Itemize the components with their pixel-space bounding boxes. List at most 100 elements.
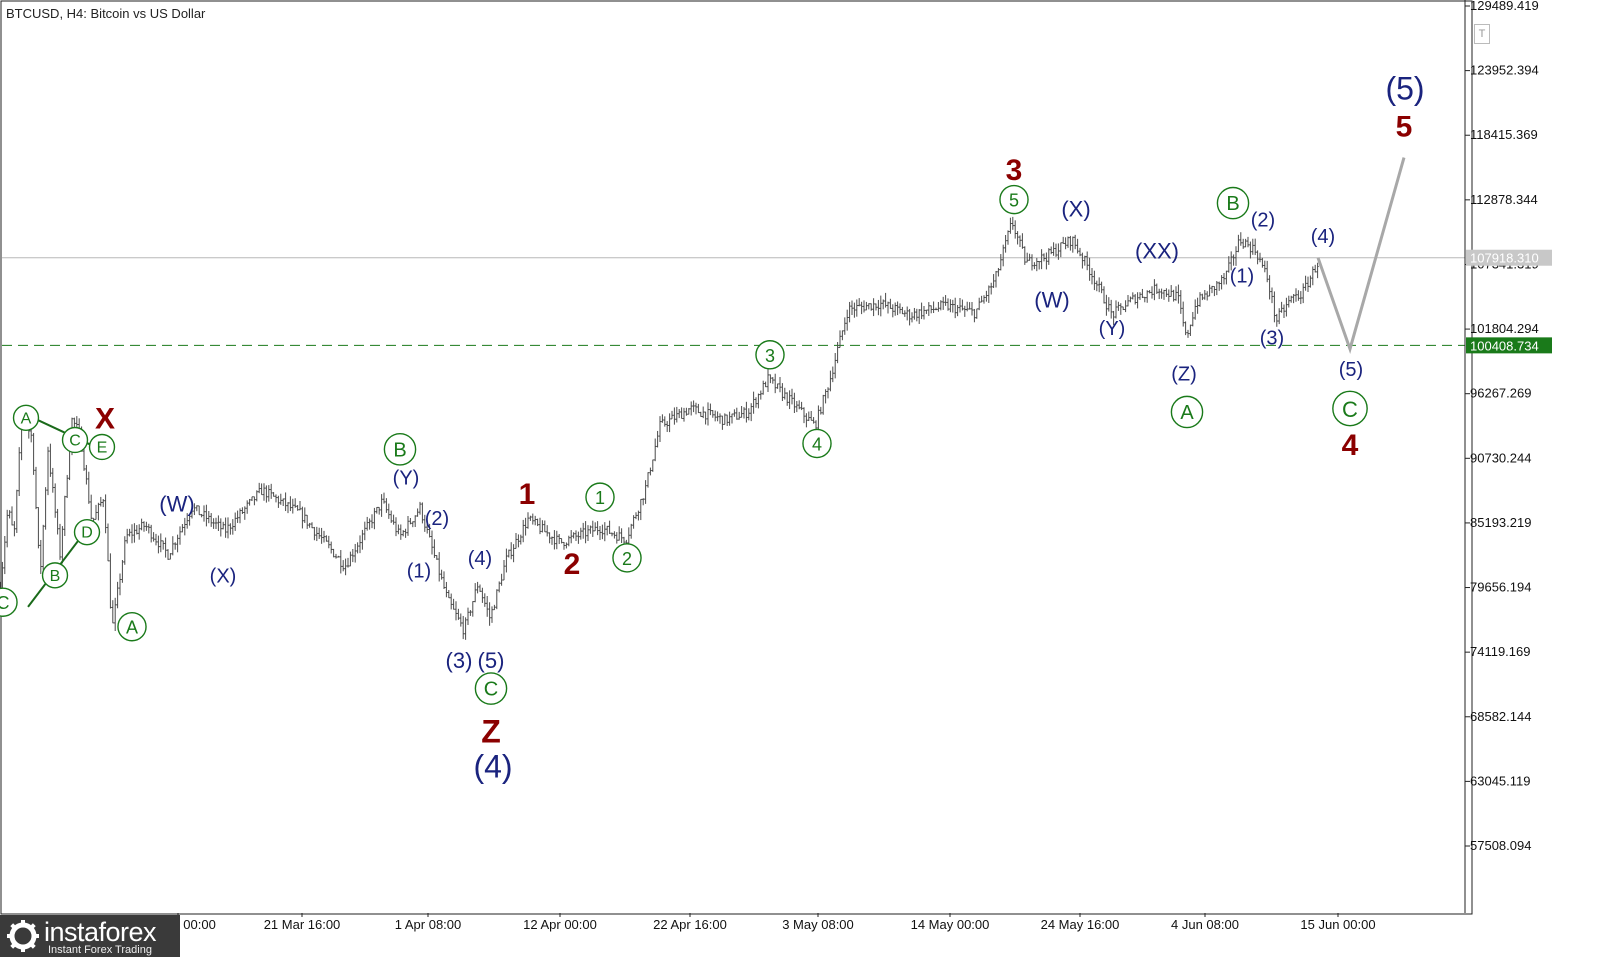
projection-path <box>1316 157 1406 354</box>
wave-label: (5) <box>1385 71 1424 107</box>
wave-label: (2) <box>1251 209 1275 231</box>
brand-name: instaforex <box>44 917 157 947</box>
chart-title: BTCUSD, H4: Bitcoin vs US Dollar <box>6 6 206 21</box>
wave-label: 2 <box>564 548 581 581</box>
price-bars <box>0 216 1319 640</box>
wave-label: (3) <box>1260 327 1284 349</box>
level-line-group <box>2 257 1465 346</box>
wave-label: (X) <box>210 565 237 587</box>
y-tick-label: 85193.219 <box>1470 515 1531 530</box>
wave-label: B <box>393 439 406 461</box>
x-tick-label: 14 May 00:00 <box>911 917 990 932</box>
level-price-label: 100408.734 <box>1470 338 1539 353</box>
projection-line <box>1316 157 1406 354</box>
wave-label: (4) <box>1311 226 1335 248</box>
wave-label: 1 <box>519 478 536 511</box>
wave-label: D <box>81 525 93 542</box>
wave-label-circle <box>585 482 615 512</box>
wave-label: 5 <box>1396 111 1413 144</box>
x-tick-label: 24 May 16:00 <box>1041 917 1120 932</box>
wave-label: (4) <box>473 749 512 785</box>
wave-label: X <box>95 402 115 435</box>
wave-label-circle <box>999 184 1029 215</box>
wave-label-circle <box>1216 186 1250 220</box>
brand-tagline: Instant Forex Trading <box>48 944 152 956</box>
x-tick-label: 1 Apr 08:00 <box>395 917 462 932</box>
wave-label-circle <box>383 433 417 466</box>
wave-label: (5) <box>478 648 505 673</box>
wave-label: (1) <box>1230 265 1254 287</box>
wave-label-circle <box>612 543 642 573</box>
wave-label: (1) <box>407 561 431 583</box>
y-tick-label: 129489.419 <box>1470 0 1539 13</box>
wave-label: C <box>1342 397 1358 422</box>
wave-label-circle <box>73 518 101 546</box>
brand-watermark: instaforex Instant Forex Trading <box>0 915 180 957</box>
wave-label-circle <box>117 611 147 642</box>
wave-label: 4 <box>812 434 822 454</box>
x-tick-label: 15 Jun 00:00 <box>1300 917 1375 932</box>
wave-label: E <box>97 439 108 456</box>
x-tick-label: 4 Jun 08:00 <box>1171 917 1239 932</box>
gear-logo-icon <box>7 920 39 952</box>
wave-label: (W) <box>1034 287 1069 312</box>
wave-label: 3 <box>1006 154 1023 187</box>
wave-label: C <box>69 432 81 449</box>
y-tick-label: 112878.344 <box>1470 192 1538 207</box>
wave-label: 1 <box>595 488 605 508</box>
wave-label: (2) <box>425 508 449 530</box>
wave-label: C <box>0 593 10 613</box>
y-tick-label: 74119.169 <box>1470 644 1531 659</box>
y-tick-label: 68582.144 <box>1470 709 1531 724</box>
wave-label-circle <box>1332 390 1368 427</box>
plot-frame <box>0 0 1473 915</box>
wave-label: (Z) <box>1171 363 1197 385</box>
wave-label: (Y) <box>393 467 420 489</box>
wave-label: B <box>50 568 61 585</box>
x-tick-label: 12 Apr 00:00 <box>523 917 597 932</box>
x-tick-label: 21 Mar 16:00 <box>264 917 341 932</box>
wave-label: 2 <box>622 549 632 569</box>
y-tick-label: 118415.369 <box>1470 127 1538 142</box>
y-tick-label: 79656.194 <box>1470 580 1531 595</box>
wave-label-circle <box>802 428 832 459</box>
current-price-label: 107918.310 <box>1470 251 1539 266</box>
wave-label: (W) <box>159 492 194 517</box>
wave-label: C <box>484 679 498 701</box>
wave-label: B <box>1226 193 1239 215</box>
wave-label-circle <box>755 340 785 370</box>
wave-label: Z <box>481 714 501 750</box>
wave-label: (Y) <box>1099 318 1126 340</box>
y-tick-label: 57508.094 <box>1470 838 1531 853</box>
x-tick-label: 22 Apr 16:00 <box>653 917 727 932</box>
wave-label: 4 <box>1342 429 1359 462</box>
y-tick-label: 63045.119 <box>1470 773 1531 788</box>
y-tick-label: 90730.244 <box>1470 450 1531 465</box>
level-price-badge <box>1466 337 1552 354</box>
wave-label: (X) <box>1061 196 1090 221</box>
wave-label: A <box>21 410 32 427</box>
wave-label-circle <box>41 562 69 589</box>
wave-label: (4) <box>468 548 492 570</box>
wave-label: A <box>1180 402 1194 424</box>
wave-label: 3 <box>765 346 775 366</box>
text-tool-button[interactable]: T <box>1474 24 1490 44</box>
y-tick-label: 101804.294 <box>1470 321 1539 336</box>
wave-label-circle <box>0 587 18 617</box>
y-tick-label: 96267.269 <box>1470 386 1531 401</box>
wave-label: (3) <box>446 648 473 673</box>
current-price-badge <box>1466 249 1552 266</box>
wave-label-circle <box>474 672 508 705</box>
wave-label: A <box>126 618 138 638</box>
wave-label-circle <box>1170 395 1204 429</box>
x-tick-label: 3 May 08:00 <box>782 917 854 932</box>
wave-label: (5) <box>1339 359 1363 381</box>
wave-label-circle <box>12 404 40 431</box>
wave-label: 5 <box>1009 191 1019 211</box>
wave-label: (XX) <box>1135 238 1179 263</box>
wave-label-circle <box>61 426 89 454</box>
y-axis: 129489.419 123952.394 118415.369 112878.344… <box>1464 0 1552 913</box>
